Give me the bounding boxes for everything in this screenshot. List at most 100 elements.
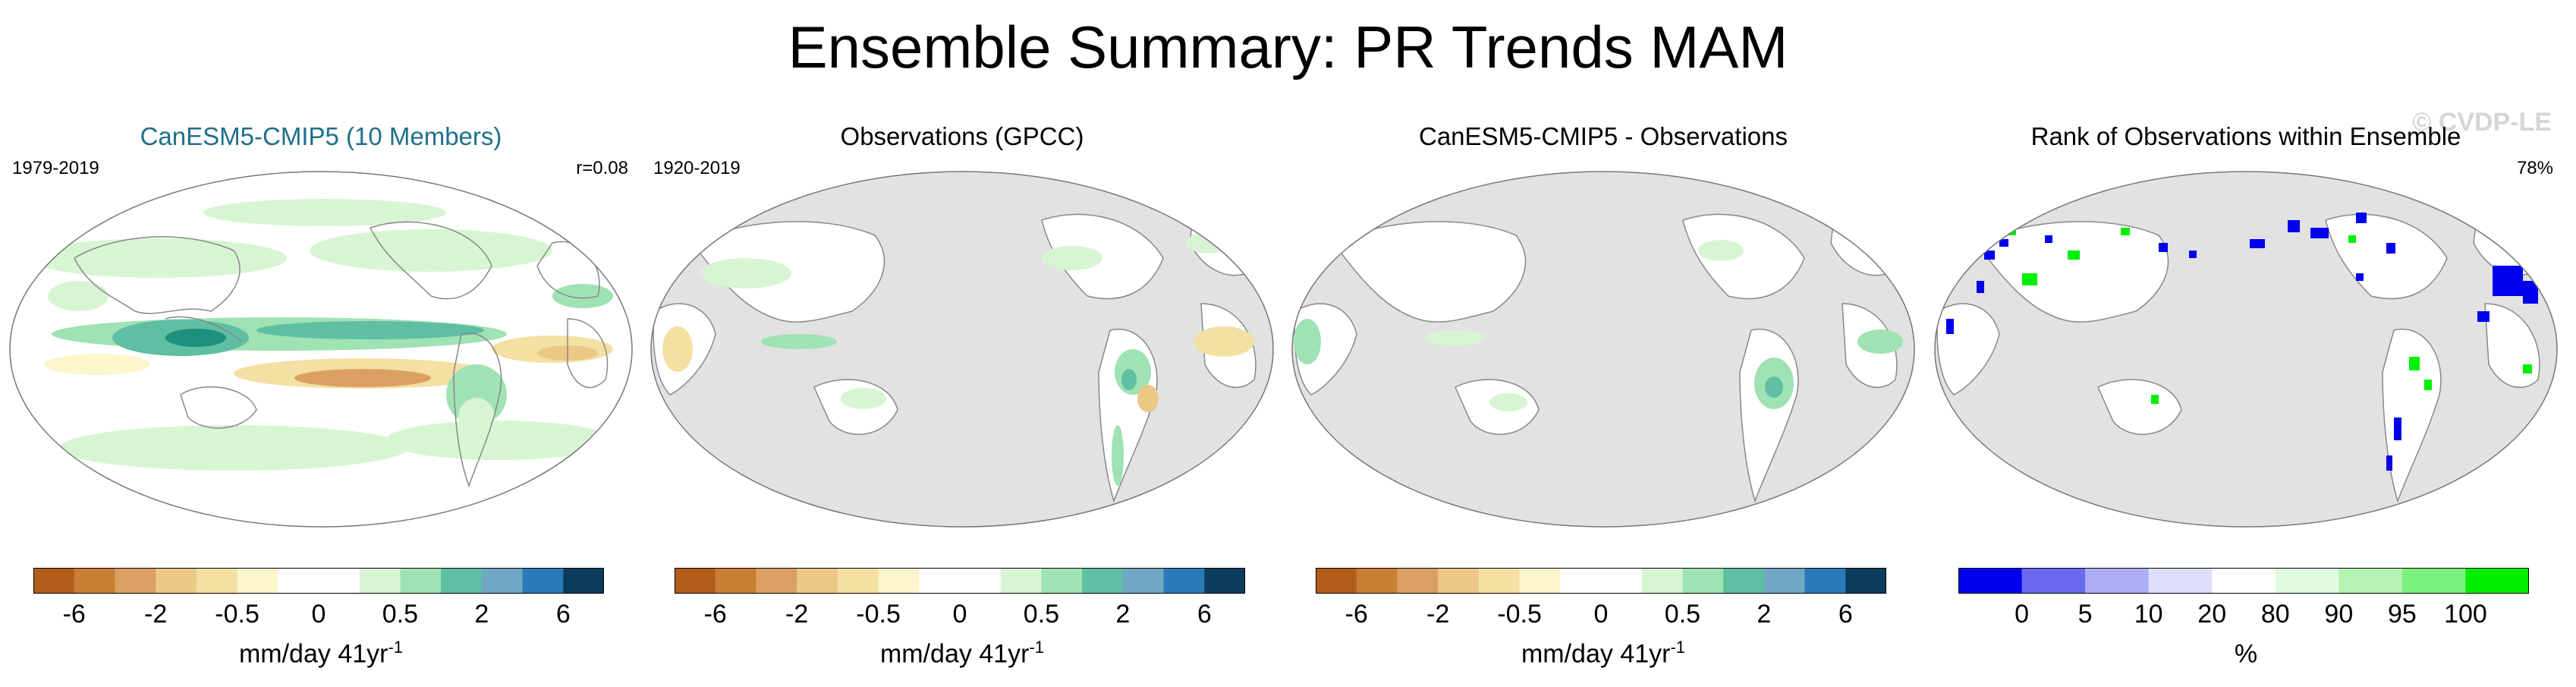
colorbar-tick-label: 0.5 [382,600,419,629]
correlation-label: r=0.08 [576,158,628,178]
colorbar-swatch [2085,568,2150,594]
colorbar-tick-label: 80 [2260,600,2290,629]
colorbar-swatch [278,568,319,594]
colorbar-swatch [797,568,838,594]
panel-title: Rank of Observations within Ensemble [2030,122,2461,150]
colorbar-tick-label: 20 [2197,600,2227,629]
colorbar-tick-label: -2 [785,600,809,629]
colorbar-swatch [237,568,278,594]
percent-label: 78% [2516,158,2553,178]
colorbar-label-text: mm/day 41yr [238,639,388,669]
colorbar-swatch [1763,568,1806,594]
colorbar-swatch [2465,568,2529,594]
period-label: 1920-2019 [653,158,741,178]
colorbar-tick-label: 0.5 [1664,600,1701,629]
colorbar [1316,568,1886,594]
colorbar [675,568,1245,594]
map-rank [1934,171,2558,528]
colorbar-swatch [563,568,604,594]
colorbar-swatch [1519,568,1561,594]
colorbar-swatch [2212,568,2276,594]
colorbar-swatch [1560,568,1602,594]
colorbar-swatch [400,568,442,594]
colorbar-swatch [481,568,524,594]
colorbar-label-exponent: -1 [1670,638,1686,657]
colorbar-swatch [522,568,564,594]
colorbar-tick-label: -2 [144,600,168,629]
colorbar-swatch [1397,568,1439,594]
colorbar-swatch [74,568,115,594]
colorbar-tick-label: -0.5 [856,600,901,629]
colorbar-swatch [878,568,920,594]
colorbar-swatch [715,568,756,594]
colorbar-label: % [1931,638,2561,669]
colorbar-swatch [1845,568,1886,594]
colorbar-tick-label: -0.5 [215,600,259,629]
panel-title: CanESM5-CMIP5 - Observations [1419,122,1788,150]
colorbar-border [1958,568,2529,594]
colorbar-swatch [1641,568,1683,594]
colorbar-tick-label: -6 [1345,600,1368,629]
colorbar-swatch [1082,568,1124,594]
colorbar-swatch [2021,568,2086,594]
colorbar-swatch [1804,568,1846,594]
colorbar-tick-label: 5 [2077,600,2093,629]
map-model [9,171,633,528]
colorbar-tick-label: 10 [2134,600,2163,629]
colorbar-tick-label: 95 [2387,600,2417,629]
colorbar-swatch [756,568,797,594]
colorbar-tick-label: 6 [1838,600,1853,629]
panel-title: CanESM5-CMIP5 (10 Members) [140,122,502,150]
colorbar-tick-label: 0 [2015,600,2030,629]
colorbar-tick-label: -6 [62,600,86,629]
colorbar-tick-label: -2 [1426,600,1450,629]
colorbar-swatch [441,568,483,594]
colorbar [1958,568,2529,594]
colorbar-tick-label: -0.5 [1497,600,1542,629]
colorbar-swatch [1438,568,1480,594]
colorbar-swatch [1122,568,1165,594]
colorbar-label-exponent: -1 [388,638,404,657]
colorbar-swatch [156,568,197,594]
colorbar-tick-label: -6 [703,600,727,629]
panel-difference: CanESM5-CMIP5 - Observations m [1288,114,1918,676]
colorbar-swatch [1316,568,1357,594]
panel-model: CanESM5-CMIP5 (10 Members) 1979-2019 r=0… [6,114,636,676]
colorbar-swatch [1478,568,1521,594]
colorbar-swatch [115,568,156,594]
colorbar-tick-label: 2 [1757,600,1772,629]
colorbar-swatch [2401,568,2466,594]
colorbar-tick-label: 90 [2324,600,2354,629]
colorbar-tick-label: 6 [1197,600,1212,629]
colorbar [33,568,604,594]
colorbar-swatch [2339,568,2403,594]
colorbar-swatch [1356,568,1398,594]
colorbar-label: mm/day 41yr-1 [647,638,1277,669]
colorbar-swatch [1204,568,1245,594]
colorbar-tick-label: 0 [1593,600,1609,629]
colorbar-swatch [1163,568,1205,594]
colorbar-label-text: % [2234,639,2258,669]
colorbar-label: mm/day 41yr-1 [1288,638,1918,669]
colorbar-swatch [1601,568,1643,594]
colorbar-swatch [196,568,238,594]
panel-title: Observations (GPCC) [840,122,1084,150]
colorbar-tick-label: 2 [474,600,489,629]
colorbar-swatch [33,568,75,594]
colorbar-border [1316,568,1886,594]
map-difference [1291,171,1915,528]
colorbar-border [675,568,1245,594]
colorbar-tick-label: 0.5 [1023,600,1060,629]
colorbar-swatch [960,568,1002,594]
colorbar-label-exponent: -1 [1029,638,1045,657]
colorbar-label: mm/day 41yr-1 [6,638,636,669]
colorbar-swatch [1041,568,1083,594]
figure-title: Ensemble Summary: PR Trends MAM [788,14,1788,80]
colorbar-swatch [919,568,961,594]
colorbar-swatch [675,568,716,594]
colorbar-swatch [359,568,401,594]
colorbar-swatch [2148,568,2213,594]
period-label: 1979-2019 [12,158,99,178]
panel-observations: Observations (GPCC) 1920-2019 [647,114,1277,676]
colorbar-swatch [1723,568,1765,594]
